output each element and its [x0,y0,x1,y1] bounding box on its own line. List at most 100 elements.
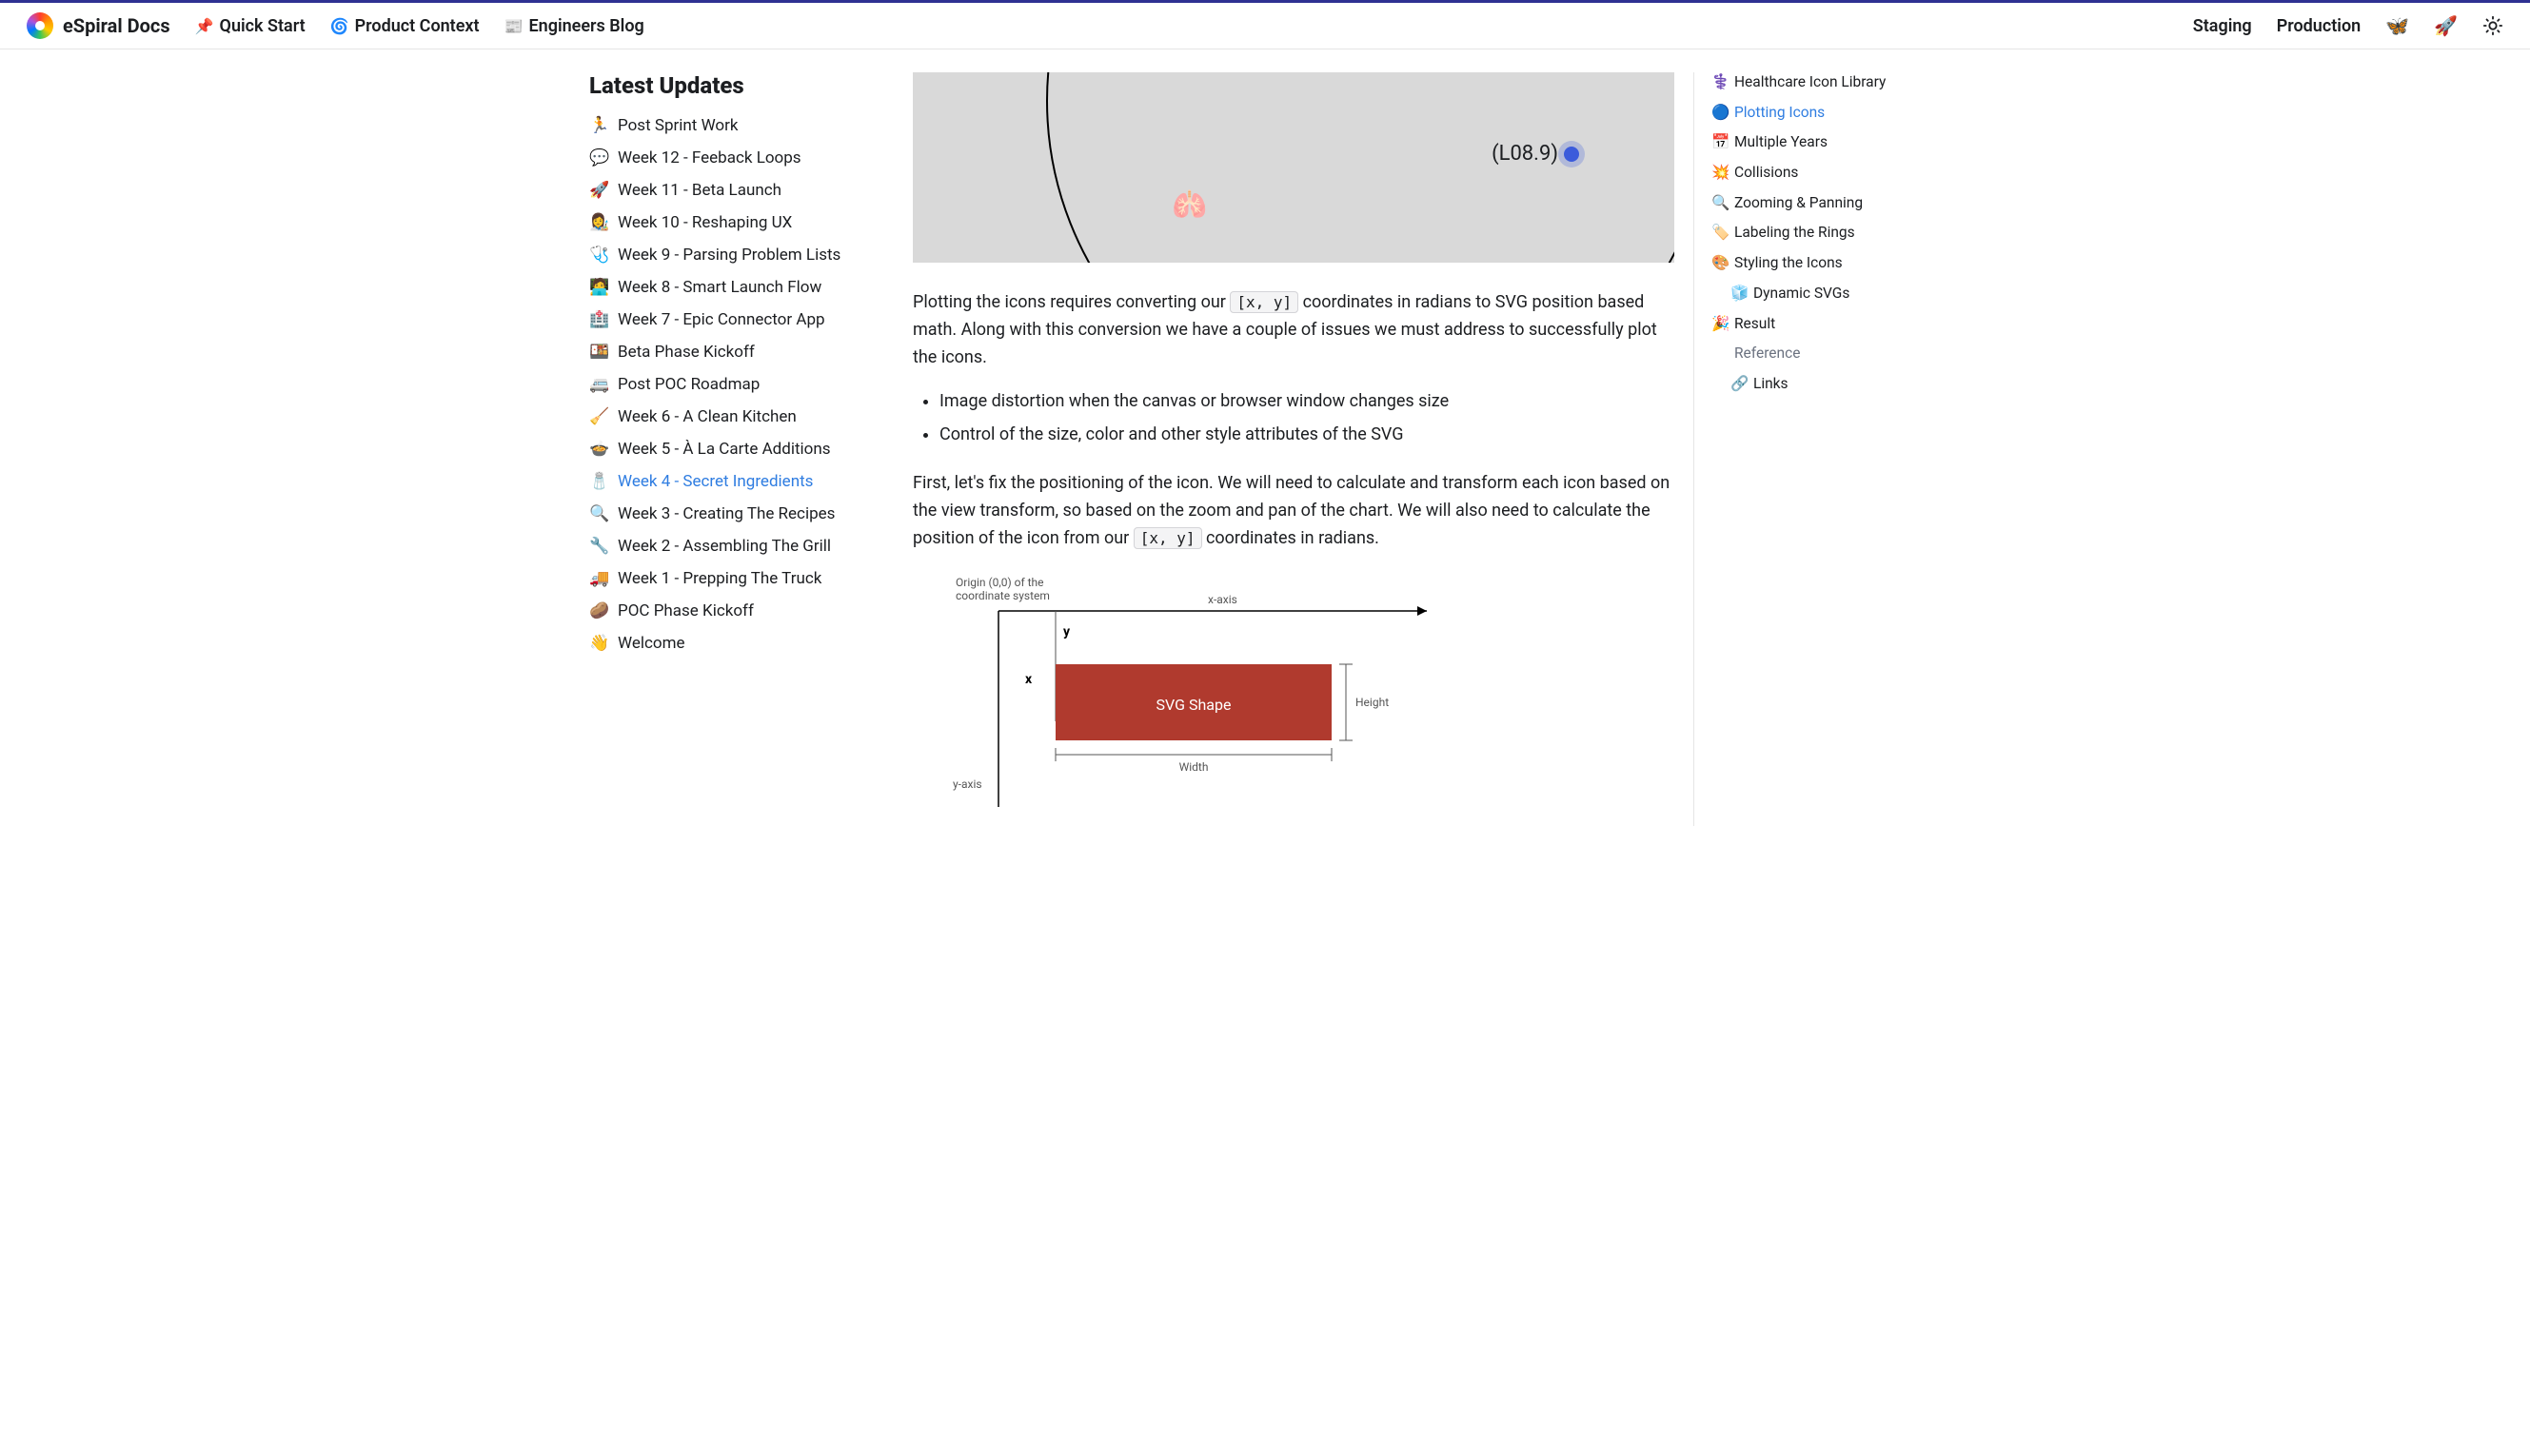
sidebar-item[interactable]: 🚚Week 1 - Prepping The Truck [589,569,894,588]
sidebar-item-label: Beta Phase Kickoff [618,343,755,362]
sidebar-item-icon: 🚚 [589,569,610,588]
nav-staging[interactable]: Staging [2193,16,2252,36]
toc-item-label: Result [1734,314,1775,335]
toc-item-label: Links [1753,374,1789,395]
article: 🫁 (L08.9) Plotting the icons requires co… [913,72,1674,826]
toc-item-icon: 🔍 [1711,193,1729,214]
x-label: x [1025,672,1033,687]
toc-item-icon: 🧊 [1730,284,1748,305]
arc-ring [1046,72,1674,263]
sidebar-item-icon: 🧑‍💻 [589,278,610,297]
sidebar-item[interactable]: 💬Week 12 - Feeback Loops [589,148,894,167]
list-item: Control of the size, color and other sty… [939,422,1674,449]
sidebar: Latest Updates 🏃Post Sprint Work 💬Week 12… [589,72,894,826]
code-inline: [x, y] [1134,527,1202,549]
sidebar-item-icon: 🍲 [589,440,610,459]
sidebar-item[interactable]: 🏃Post Sprint Work [589,116,894,135]
sidebar-item-icon: 🔍 [589,504,610,523]
sidebar-item[interactable]: 🚐Post POC Roadmap [589,375,894,394]
toc-item-label: Zooming & Panning [1734,193,1863,214]
issues-list: Image distortion when the canvas or brow… [939,388,1674,449]
toc-item[interactable]: 🏷️Labeling the Rings [1711,223,1941,244]
sidebar-item[interactable]: 🔧Week 2 - Assembling The Grill [589,537,894,556]
toc-item-label: Dynamic SVGs [1753,284,1849,305]
sidebar-item-icon: 👋 [589,634,610,653]
sidebar-item[interactable]: 🏥Week 7 - Epic Connector App [589,310,894,329]
toc-item[interactable]: 🔵Plotting Icons [1711,103,1941,124]
toc-item-icon: 💥 [1711,163,1729,184]
toc-item[interactable]: 🔍Zooming & Panning [1711,193,1941,214]
newspaper-icon: 📰 [504,17,524,35]
toc-item-label: Multiple Years [1734,132,1828,153]
sidebar-item-icon: 🔧 [589,537,610,556]
width-label: Width [1179,760,1209,774]
point-dot-icon [1564,147,1579,162]
brand[interactable]: eSpiral Docs [27,12,170,39]
toc-item-label: Styling the Icons [1734,253,1843,274]
sidebar-item[interactable]: 👋Welcome [589,634,894,653]
toc-item[interactable]: ⚕️Healthcare Icon Library [1711,72,1941,93]
list-item: Image distortion when the canvas or brow… [939,388,1674,416]
toc-item-label: Reference [1734,344,1800,364]
brand-title: eSpiral Docs [63,14,170,37]
toc-item-icon: 🏷️ [1711,223,1729,244]
toc-item: Reference [1711,344,1941,364]
pin-icon: 📌 [195,17,214,35]
toc-item[interactable]: 🎉Result [1711,314,1941,335]
toc-item-icon: 🎨 [1711,253,1729,274]
sidebar-item[interactable]: 🔍 Week 3 - Creating The Recipes [589,504,894,523]
nav-label: Engineers Blog [529,16,644,36]
top-nav: eSpiral Docs 📌 Quick Start 🌀 Product Con… [0,3,2530,49]
point-label: (L08.9) [1492,137,1579,170]
paragraph-1: Plotting the icons requires converting o… [913,289,1674,371]
xaxis-label: x-axis [1208,593,1237,606]
sidebar-item[interactable]: 🍲Week 5 - À La Carte Additions [589,440,894,459]
toc-item-icon: 🎉 [1711,314,1729,335]
sidebar-item-label: Week 4 - Secret Ingredients [618,472,813,491]
point-label-text: (L08.9) [1492,137,1558,170]
nav-production[interactable]: Production [2277,16,2362,36]
nav-quick-start[interactable]: 📌 Quick Start [195,16,306,36]
sidebar-item[interactable]: 🧑‍💻Week 8 - Smart Launch Flow [589,278,894,297]
sidebar-item[interactable]: 🥔POC Phase Kickoff [589,601,894,620]
toc-item[interactable]: 💥Collisions [1711,163,1941,184]
sidebar-item-icon: 🏃 [589,116,610,135]
coordinate-diagram: Origin (0,0) of the coordinate system x-… [941,569,1436,826]
spiral-icon: 🌀 [330,17,349,35]
toc-item[interactable]: 🧊Dynamic SVGs [1711,284,1941,305]
height-label: Height [1355,696,1389,709]
nav-product-context[interactable]: 🌀 Product Context [330,16,480,36]
sidebar-item-label: Post POC Roadmap [618,375,760,394]
sidebar-item[interactable]: 🩺Week 9 - Parsing Problem Lists [589,246,894,265]
sidebar-title: Latest Updates [589,72,894,99]
toc-item[interactable]: 🔗Links [1711,374,1941,395]
toc-item-icon: 📅 [1711,132,1729,153]
toc-item[interactable]: 🎨Styling the Icons [1711,253,1941,274]
brand-logo-icon [27,12,53,39]
sidebar-item-label: Week 6 - A Clean Kitchen [618,407,797,426]
sidebar-item[interactable]: 🚀Week 11 - Beta Launch [589,181,894,200]
sidebar-item[interactable]: 👩‍🎨Week 10 - Reshaping UX [589,213,894,232]
sidebar-item-label: Week 10 - Reshaping UX [618,213,792,232]
sidebar-item-icon: 🥔 [589,601,610,620]
toc-item-icon: 🔵 [1711,103,1729,124]
sidebar-item[interactable]: 🧹Week 6 - A Clean Kitchen [589,407,894,426]
sidebar-item-icon: 🏥 [589,310,610,329]
toc-item[interactable]: 📅Multiple Years [1711,132,1941,153]
theme-toggle-icon[interactable] [2482,15,2503,36]
rocket-icon[interactable]: 🚀 [2434,14,2458,37]
butterfly-icon[interactable]: 🦋 [2385,14,2409,37]
toc-item-label: Collisions [1734,163,1798,184]
sidebar-item[interactable]: 🍱 Beta Phase Kickoff [589,343,894,362]
sidebar-item[interactable]: 🧂Week 4 - Secret Ingredients [589,472,894,491]
nav-engineers-blog[interactable]: 📰 Engineers Blog [504,16,644,36]
toc-item-label: Labeling the Rings [1734,223,1855,244]
yaxis-label: y-axis [953,777,982,791]
sidebar-item-icon: 🩺 [589,246,610,265]
sidebar-item-label: Week 3 - Creating The Recipes [618,504,835,523]
lungs-icon: 🫁 [1172,183,1207,228]
y-label: y [1063,624,1071,639]
sidebar-item-icon: 🍱 [589,343,610,362]
toc-item-icon: ⚕️ [1711,72,1729,93]
sidebar-item-label: Week 11 - Beta Launch [618,181,781,200]
